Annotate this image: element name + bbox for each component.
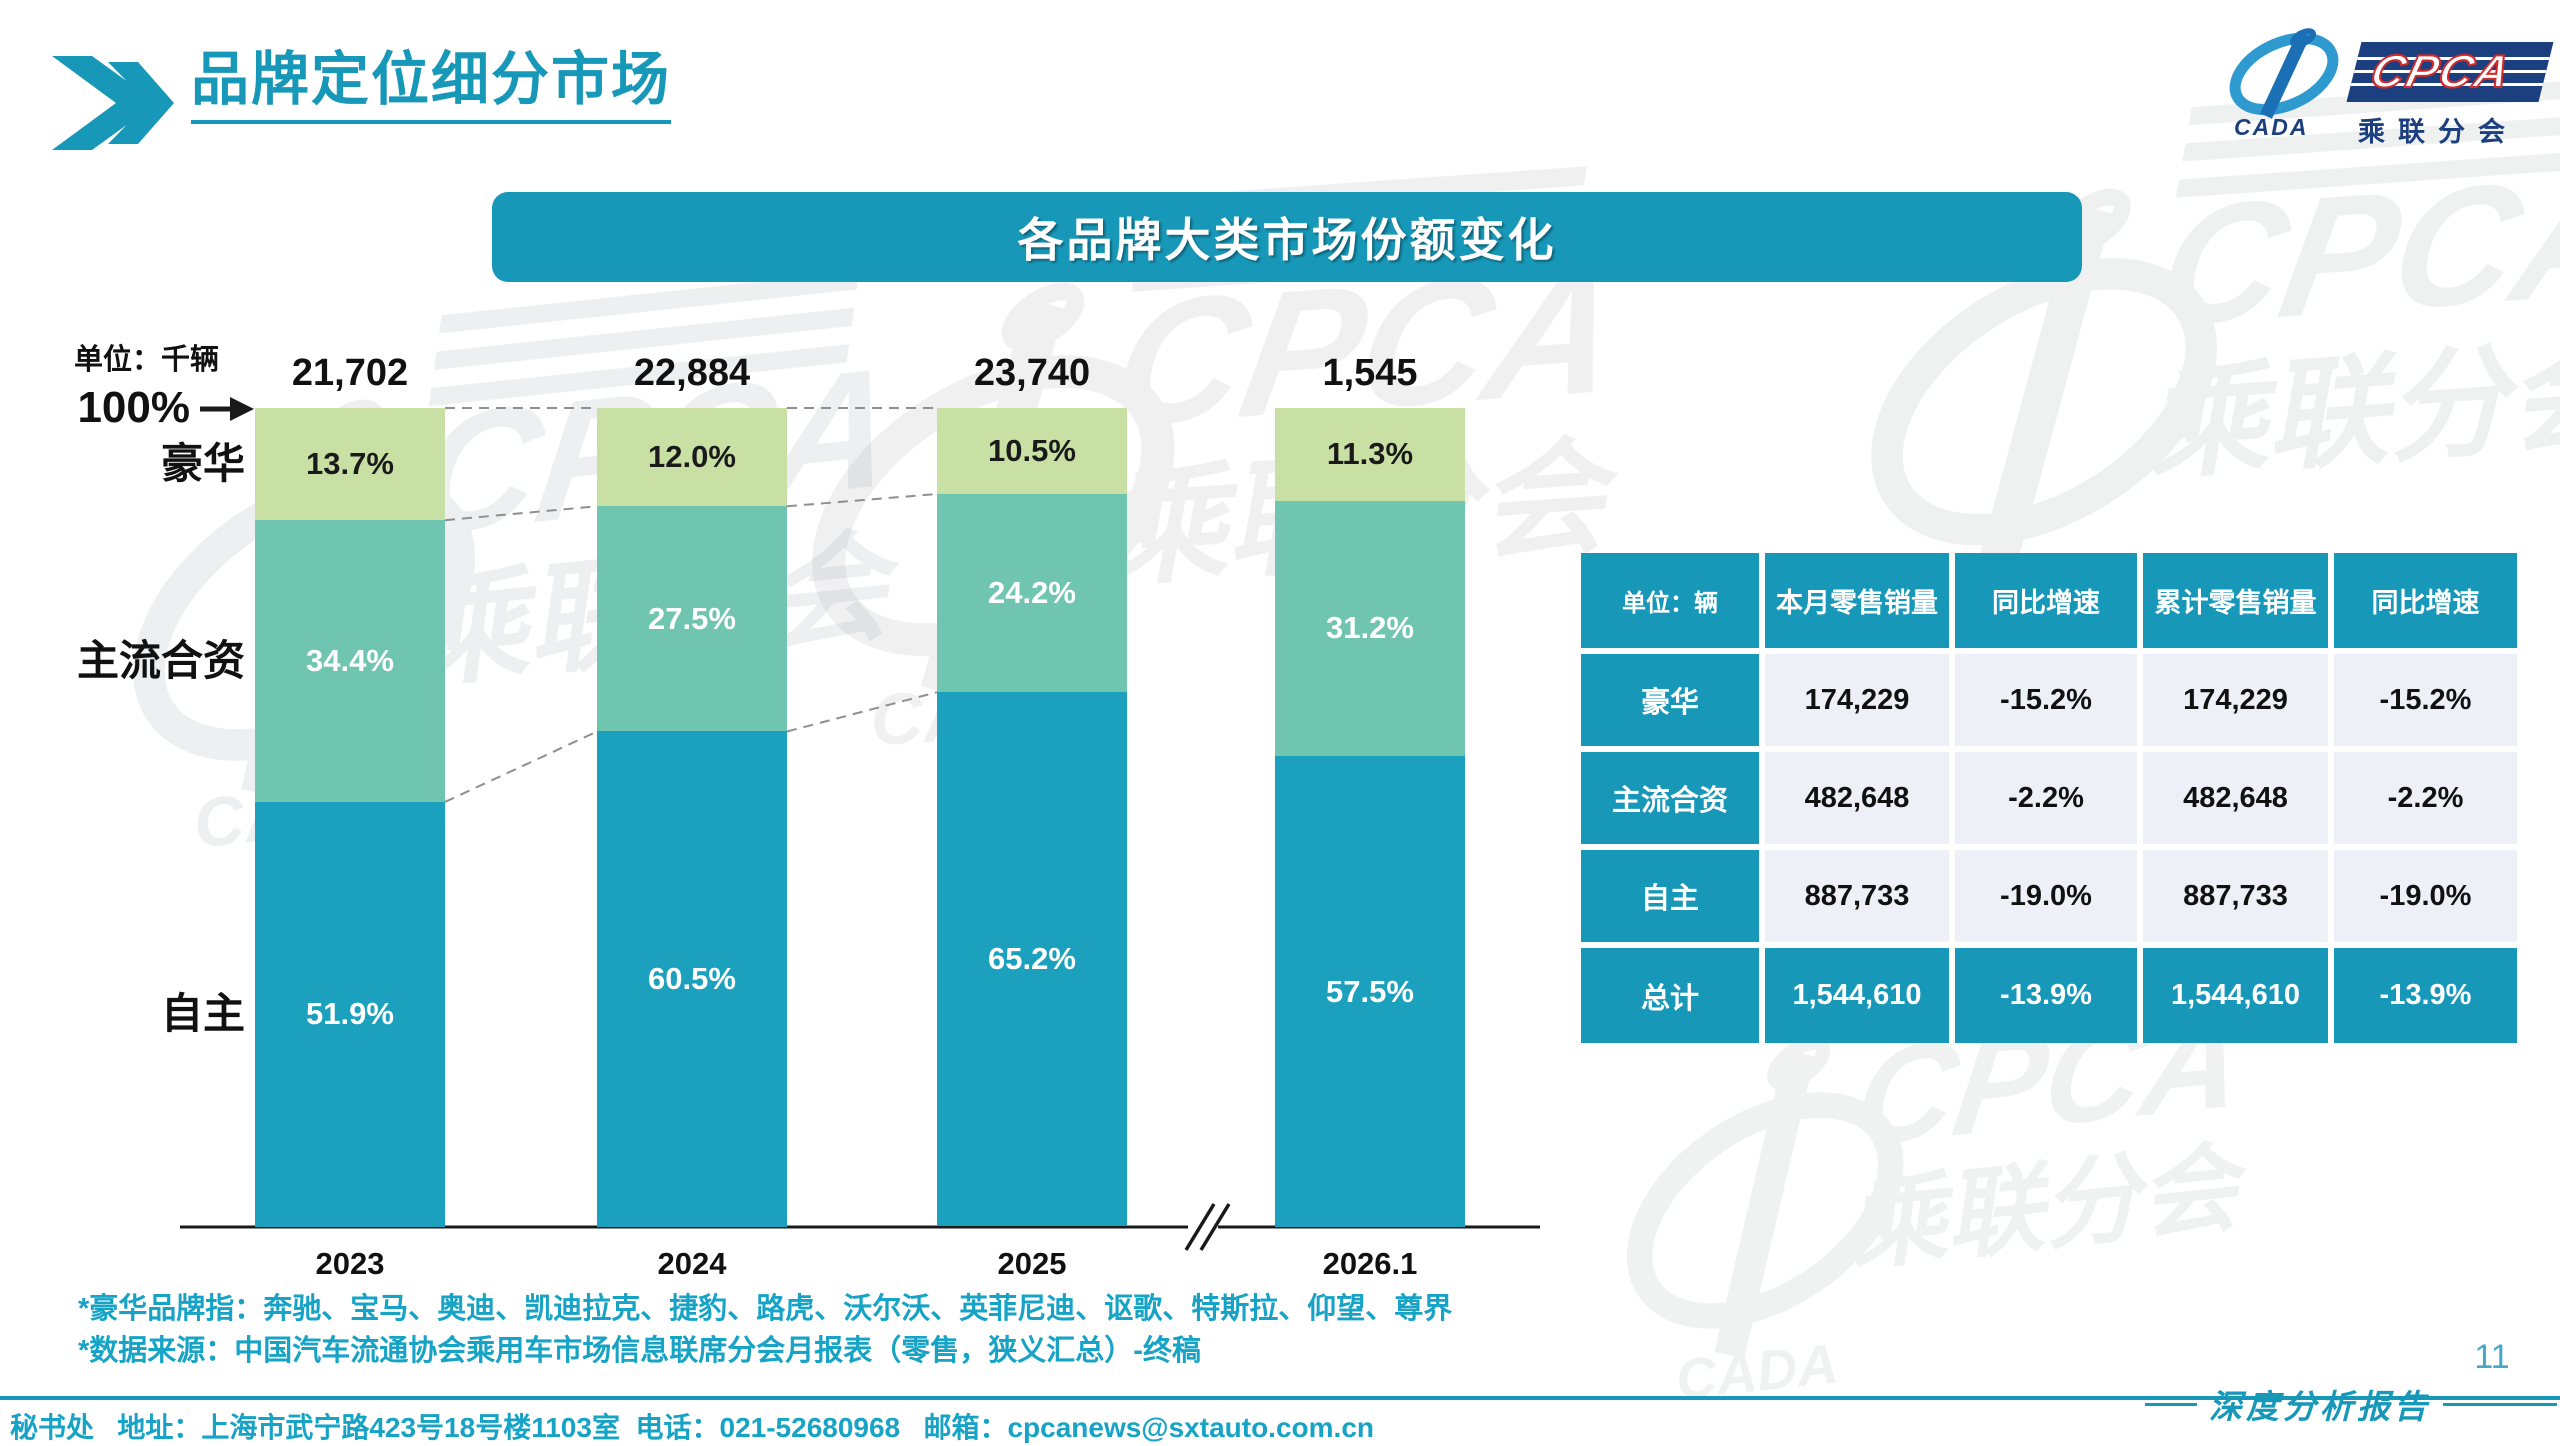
cada-logo-icon: CADA — [2228, 28, 2346, 146]
bar-2024: 12.0% 27.5% 60.5% — [597, 408, 787, 1227]
segment-percent-label: 34.4% — [306, 643, 394, 679]
bar-segment: 65.2% — [937, 692, 1127, 1227]
table-header-cell: 本月零售销量 — [1765, 553, 1949, 648]
table-value-cell: 887,733 — [1765, 850, 1949, 942]
series-label: 自主 — [160, 990, 245, 1038]
segment-percent-label: 10.5% — [988, 432, 1076, 468]
table-value-cell: -15.2% — [1955, 654, 2137, 746]
table-header-unit: 单位：辆 — [1581, 553, 1759, 648]
bar-segment: 34.4% — [255, 520, 445, 802]
bar-segment: 24.2% — [937, 493, 1127, 693]
table-value-cell: 482,648 — [2143, 752, 2328, 844]
segment-percent-label: 57.5% — [1326, 973, 1414, 1009]
table-value-cell: -15.2% — [2334, 654, 2517, 746]
page-number: 11 — [2474, 1338, 2510, 1376]
table-value-cell: -19.0% — [1955, 850, 2137, 942]
hundred-percent-arrow-icon — [200, 397, 254, 421]
report-tag-text: 深度分析报告 — [2209, 1387, 2431, 1426]
report-tag-left-rule — [2145, 1402, 2197, 1406]
slide-header: 品牌定位细分市场 — [52, 48, 672, 151]
axis-break-icon — [1184, 1203, 1231, 1251]
bar-segment: 60.5% — [597, 731, 787, 1227]
bar-segment: 31.2% — [1275, 500, 1465, 757]
footer-contact: 秘书处 地址：上海市武宁路423号18号楼1103室 电话：021-526809… — [10, 1412, 1374, 1443]
hundred-percent-label: 100% — [77, 383, 190, 432]
table-label-cell: 豪华 — [1581, 654, 1759, 746]
series-label: 主流合资 — [76, 637, 245, 685]
segment-percent-label: 65.2% — [988, 941, 1076, 977]
page-title: 品牌定位细分市场 — [191, 48, 672, 124]
axis-break-gap — [1188, 1212, 1218, 1242]
bar-segment: 57.5% — [1275, 756, 1465, 1227]
report-tag-right-rule — [2443, 1402, 2557, 1406]
chart-unit-label: 单位：千辆 — [74, 344, 220, 376]
table-value-cell: 1,544,610 — [2143, 948, 2328, 1043]
footnotes: *豪华品牌指：奔驰、宝马、奥迪、凯迪拉克、捷豹、路虎、沃尔沃、英菲尼迪、讴歌、特… — [78, 1288, 1452, 1372]
table-value-cell: 887,733 — [2143, 850, 2328, 942]
bar-2026.1: 11.3% 31.2% 57.5% — [1275, 408, 1465, 1227]
segment-percent-label: 60.5% — [648, 961, 736, 997]
table-value-cell: -19.0% — [2334, 850, 2517, 942]
segment-percent-label: 24.2% — [988, 575, 1076, 611]
segment-percent-label: 51.9% — [306, 996, 394, 1032]
connector-line — [444, 505, 598, 522]
series-label: 豪华 — [160, 440, 245, 488]
axis-label: 2026.1 — [1322, 1246, 1418, 1281]
table-header-cell: 同比增速 — [1955, 553, 2137, 648]
axis-label: 2024 — [657, 1246, 727, 1281]
bar-segment: 11.3% — [1275, 408, 1465, 501]
footer-divider — [0, 1396, 2560, 1400]
bar-total-label: 21,702 — [291, 352, 409, 394]
connector-line — [786, 492, 938, 508]
table-value-cell: -2.2% — [1955, 752, 2137, 844]
chart-title-banner: 各品牌大类市场份额变化 — [492, 192, 2082, 282]
table-value-cell: -13.9% — [2334, 948, 2517, 1043]
table-value-cell: -2.2% — [2334, 752, 2517, 844]
connector-line — [444, 730, 598, 803]
bar-segment: 12.0% — [597, 408, 787, 507]
table-value-cell: 174,229 — [1765, 654, 1949, 746]
table-value-cell: 1,544,610 — [1765, 948, 1949, 1043]
cpca-logo: CADA CPCA 乘联分会 — [2228, 28, 2558, 147]
table-header-cell: 同比增速 — [2334, 553, 2517, 648]
bar-2023: 13.7% 34.4% 51.9% — [255, 408, 445, 1227]
bar-2025: 10.5% 24.2% 65.2% — [937, 408, 1127, 1227]
cpca-logo-right: CPCA 乘联分会 — [2346, 28, 2554, 147]
table-header-cell: 累计零售销量 — [2143, 553, 2328, 648]
table-label-cell: 总计 — [1581, 948, 1759, 1043]
segment-percent-label: 13.7% — [306, 446, 394, 482]
report-tag: 深度分析报告 — [2145, 1380, 2557, 1428]
table-value-cell: 482,648 — [1765, 752, 1949, 844]
bar-total-label: 1,545 — [1322, 352, 1418, 394]
bar-segment: 51.9% — [255, 801, 445, 1227]
bar-segment: 13.7% — [255, 408, 445, 521]
double-chevron-icon — [52, 56, 174, 150]
footnote-luxury-brands: *豪华品牌指：奔驰、宝马、奥迪、凯迪拉克、捷豹、路虎、沃尔沃、英菲尼迪、讴歌、特… — [78, 1293, 1453, 1325]
segment-percent-label: 27.5% — [648, 600, 736, 636]
segment-percent-label: 12.0% — [648, 439, 736, 475]
table-value-cell: 174,229 — [2143, 654, 2328, 746]
segment-percent-label: 11.3% — [1326, 436, 1414, 472]
connector-line — [786, 691, 938, 733]
bar-total-label: 23,740 — [973, 352, 1091, 394]
table-label-cell: 自主 — [1581, 850, 1759, 942]
cada-text: CADA — [2234, 114, 2309, 140]
sales-table: 单位：辆 本月零售销量 同比增速 累计零售销量 同比增速 豪华 174,229 -15.2% 1… — [1581, 553, 2517, 1043]
bar-total-label: 22,884 — [633, 352, 751, 394]
table-label-cell: 主流合资 — [1581, 752, 1759, 844]
chart-title: 各品牌大类市场份额变化 — [1017, 214, 1557, 266]
bar-segment: 10.5% — [937, 408, 1127, 494]
segment-percent-label: 31.2% — [1326, 610, 1414, 646]
axis-label: 2025 — [997, 1246, 1067, 1281]
footnote-data-source: *数据来源：中国汽车流通协会乘用车市场信息联席分会月报表（零售，狭义汇总）-终稿 — [78, 1335, 1201, 1368]
cpca-subtitle: 乘联分会 — [2358, 117, 2518, 147]
bar-segment: 27.5% — [597, 506, 787, 732]
table-value-cell: -13.9% — [1955, 948, 2137, 1043]
axis-label: 2023 — [315, 1246, 385, 1281]
